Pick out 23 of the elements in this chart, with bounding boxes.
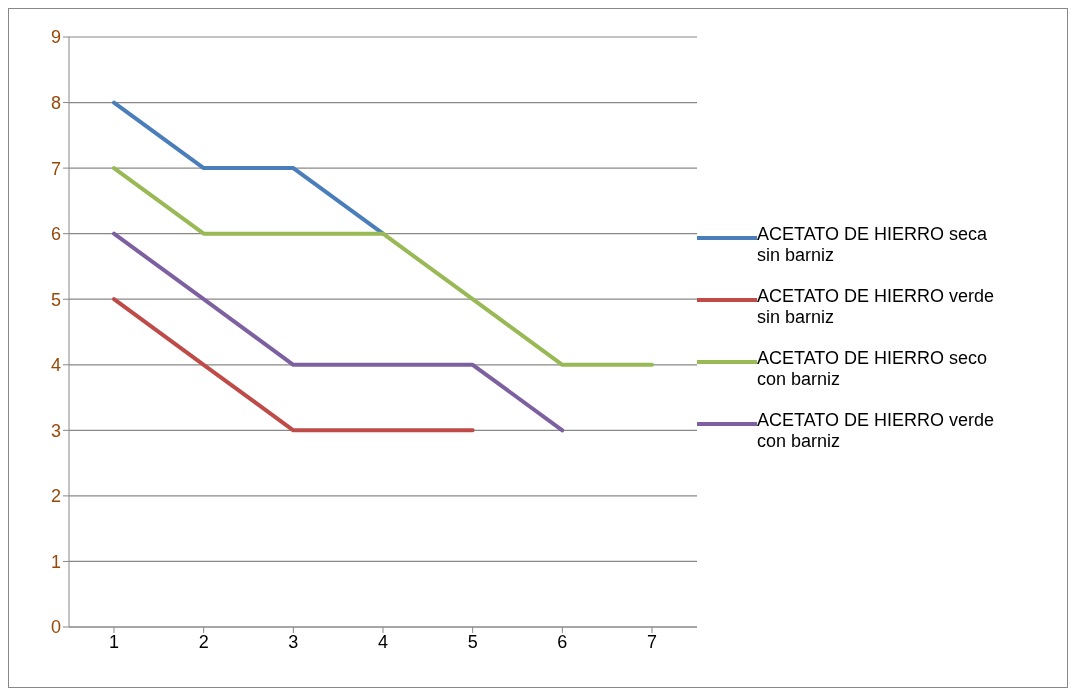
legend-label: ACETATO DE HIERRO seco con barniz	[757, 348, 989, 390]
y-tick-label: 9	[50, 27, 61, 48]
x-tick-label: 1	[108, 631, 120, 652]
x-tick-label: 7	[646, 631, 658, 652]
legend-label: ACETATO DE HIERRO seca sin barniz	[757, 224, 989, 266]
x-tick-label: 3	[288, 631, 299, 652]
x-tick-label: 2	[198, 631, 209, 652]
y-tick-label: 3	[50, 420, 61, 441]
y-tick-label: 8	[50, 92, 61, 113]
y-tick-label: 1	[50, 551, 61, 572]
y-tick-label: 7	[50, 158, 61, 179]
legend-label: ACETATO DE HIERRO verde sin barniz	[757, 286, 996, 328]
x-tick-label: 5	[467, 631, 478, 652]
y-tick-label: 0	[50, 617, 61, 638]
y-tick-label: 6	[50, 224, 61, 245]
legend-label: ACETATO DE HIERRO verde con barniz	[757, 410, 996, 452]
y-tick-label: 5	[50, 289, 61, 310]
x-tick-label: 4	[377, 631, 389, 652]
y-tick-label: 2	[50, 486, 61, 507]
line-series	[112, 166, 654, 367]
y-tick-label: 4	[50, 355, 61, 376]
line-series	[112, 231, 565, 433]
x-tick-label: 6	[557, 631, 568, 652]
